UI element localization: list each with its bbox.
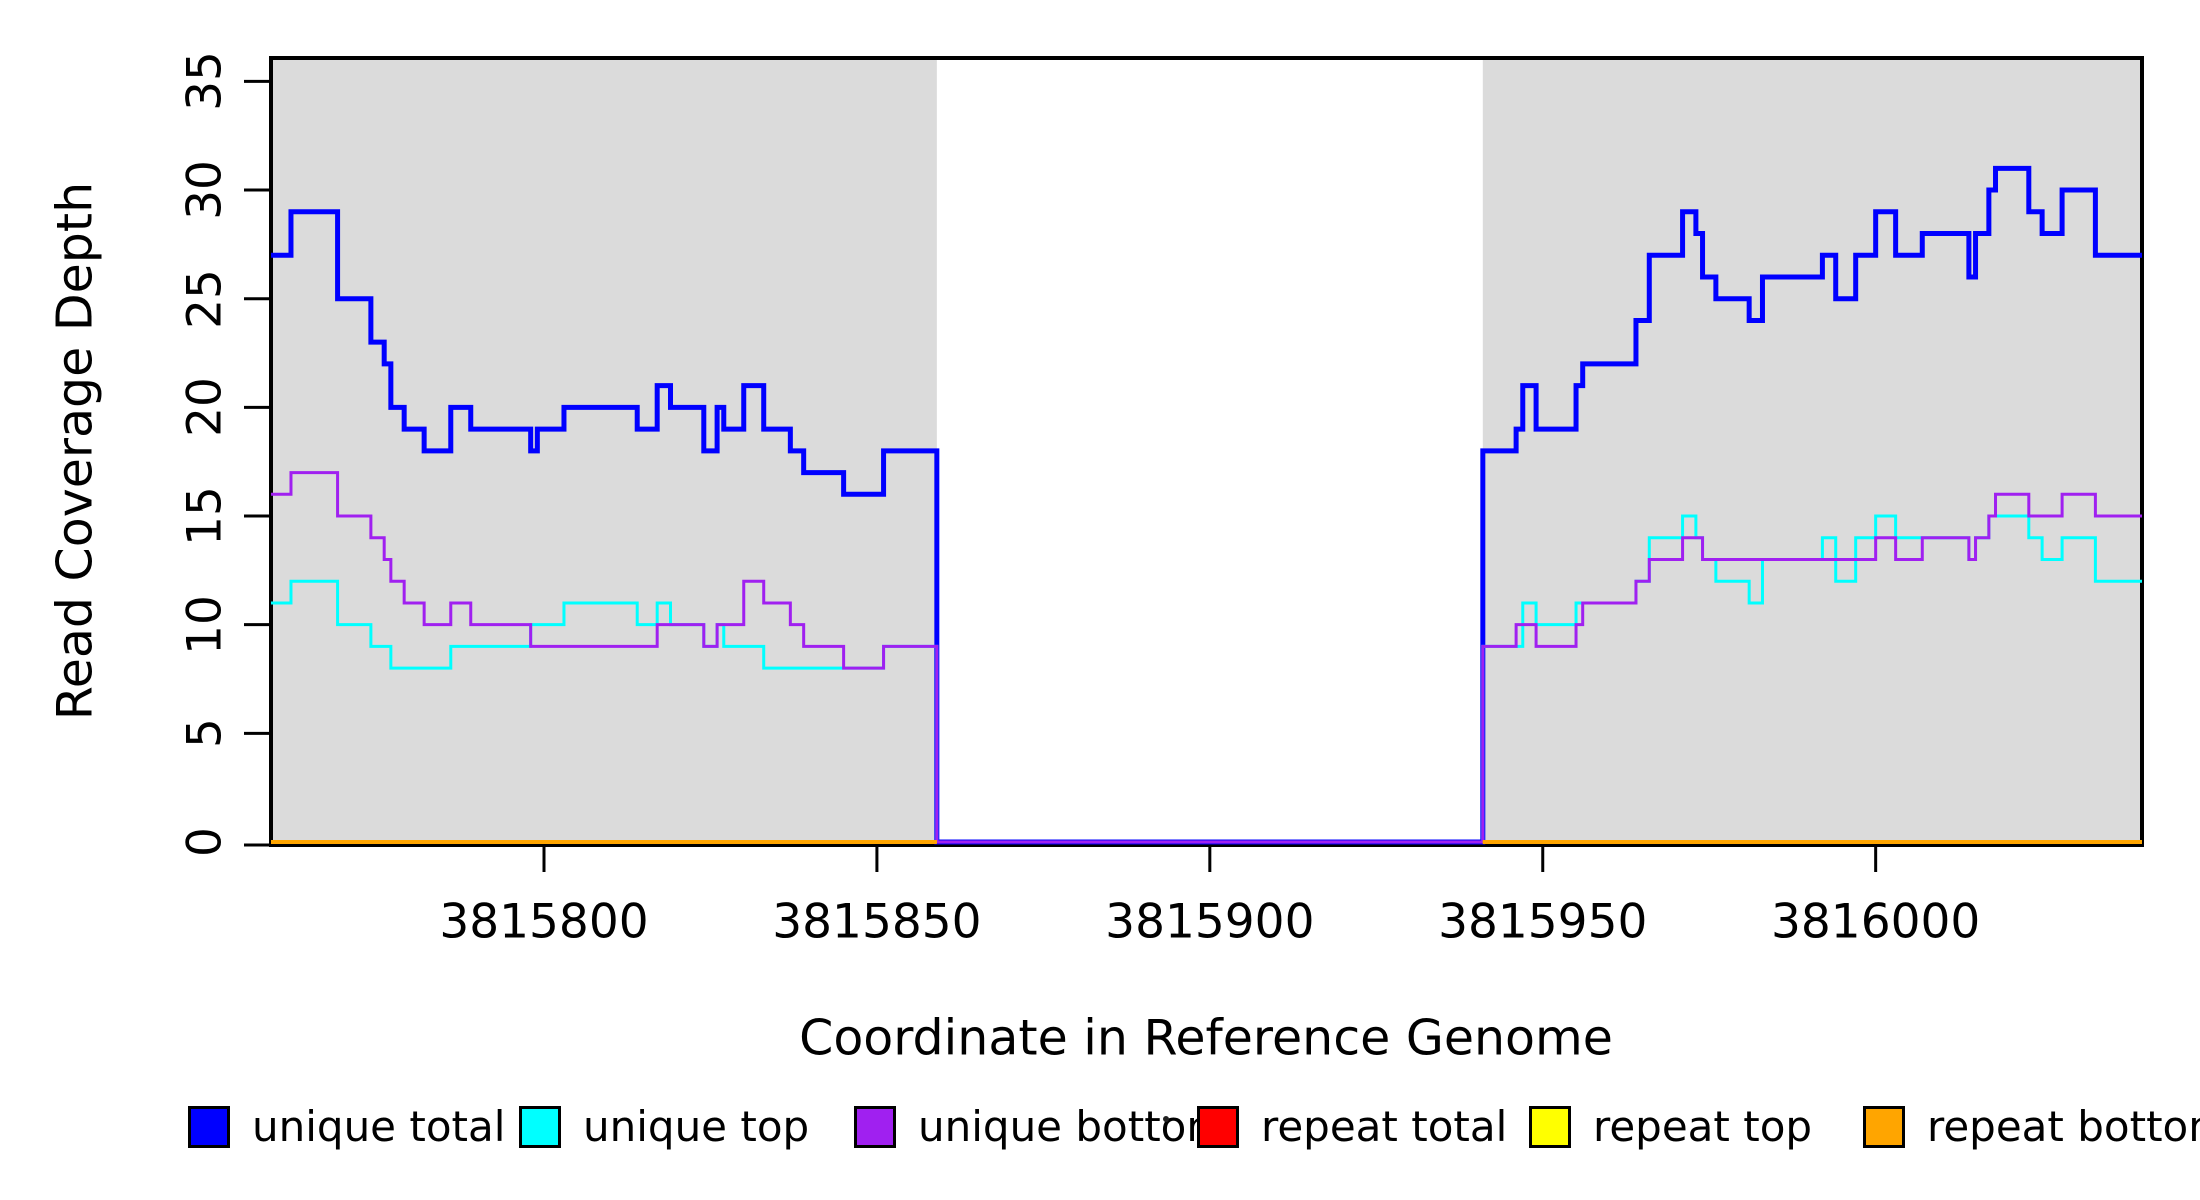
legend-label: unique total: [252, 1102, 506, 1151]
legend-label: unique bottom: [918, 1102, 1228, 1151]
legend-item-unique-total: unique total: [188, 1102, 505, 1151]
x-axis-title: Coordinate in Reference Genome: [799, 1009, 1613, 1067]
x-tick-label: 3815900: [1105, 894, 1315, 950]
y-tick-label: 10: [177, 594, 233, 655]
plot-box: [269, 56, 2144, 847]
y-tick-label: 35: [177, 51, 233, 112]
legend-swatch-repeat-total: [1197, 1105, 1239, 1148]
legend-item-unique-bottom: unique bottom: [854, 1102, 1227, 1151]
x-tick-label: 3815950: [1438, 894, 1648, 950]
y-axis-title: Read Coverage Depth: [46, 181, 104, 721]
legend-swatch-unique-total: [188, 1105, 230, 1148]
series-line-unique-bottom: [271, 471, 2142, 844]
stray-dot: [1163, 1116, 1169, 1122]
shaded-band-1: [1482, 58, 2142, 845]
legend-item-repeat-bottom: repeat bottom: [1863, 1102, 2200, 1151]
y-tick-label: 15: [177, 486, 233, 546]
legend-item-unique-top: unique top: [519, 1102, 809, 1151]
x-tick-label: 3815850: [772, 894, 982, 950]
x-tick-label: 3815800: [439, 894, 649, 950]
y-tick-label: 0: [177, 827, 233, 857]
legend-swatch-unique-bottom: [854, 1105, 896, 1148]
legend-swatch-unique-top: [519, 1105, 561, 1148]
shaded-band-0: [271, 58, 937, 845]
y-tick-label: 20: [177, 377, 233, 438]
legend-swatch-repeat-bottom: [1863, 1105, 1905, 1148]
y-tick-label: 25: [177, 268, 233, 329]
x-tick-label: 3816000: [1770, 894, 1981, 950]
y-tick-label: 5: [177, 718, 233, 749]
legend-label: repeat bottom: [1927, 1102, 2200, 1151]
legend-swatch-repeat-top: [1529, 1105, 1571, 1148]
legend-label: unique top: [583, 1102, 810, 1151]
y-tick-label: 30: [177, 160, 233, 220]
series-line-unique-total: [271, 165, 2142, 845]
legend-item-repeat-total: repeat total: [1197, 1102, 1507, 1151]
legend-label: repeat top: [1593, 1102, 1813, 1151]
legend-item-repeat-top: repeat top: [1529, 1102, 1812, 1151]
legend-label: repeat total: [1261, 1102, 1508, 1151]
